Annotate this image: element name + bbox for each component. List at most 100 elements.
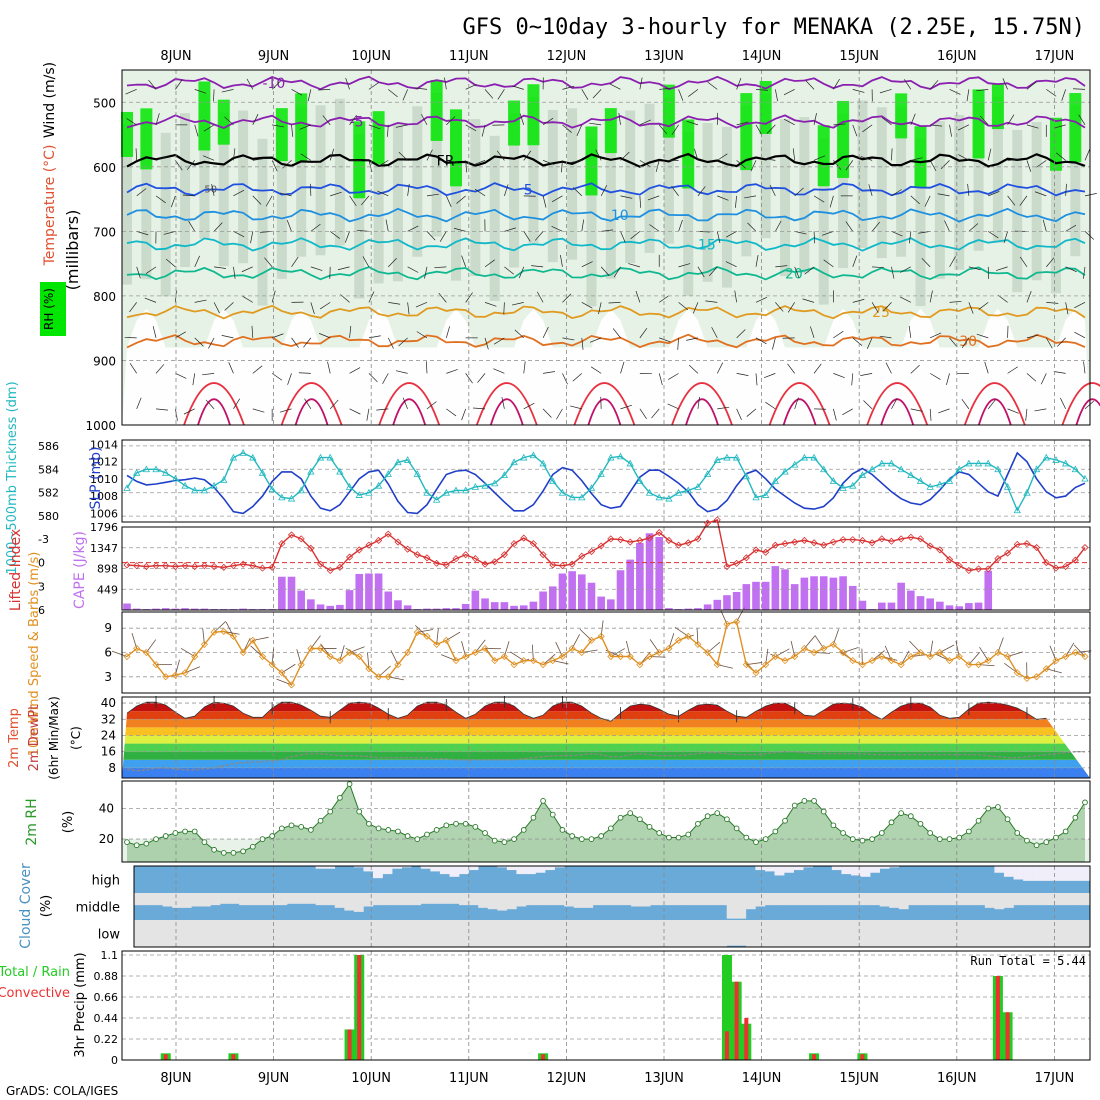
- cloud-axis-label: Cloud Cover: [18, 863, 34, 949]
- wind-barb: [385, 219, 389, 232]
- rh2m-point: [946, 836, 953, 842]
- rh2m-point: [666, 834, 672, 841]
- lifted-index-point: [462, 551, 470, 559]
- pressure-axis-label: (millibars): [63, 210, 82, 291]
- thickness-point: [800, 453, 809, 461]
- rh-band: [547, 109, 558, 263]
- wind-barb: [929, 408, 932, 421]
- thickness-point: [365, 488, 373, 496]
- thickness-point: [432, 495, 441, 503]
- cloud-gap: [1003, 893, 1014, 908]
- wind-barb: [929, 373, 941, 380]
- rh-band: [934, 121, 945, 279]
- rh2m-point: [462, 820, 469, 827]
- wind10m-barb: [250, 645, 263, 657]
- thickness-point: [974, 459, 983, 467]
- thickness-point: [1042, 453, 1050, 461]
- cloud-gap: [1080, 893, 1091, 906]
- wind-barb: [322, 115, 331, 126]
- wind10m-point: [974, 661, 983, 669]
- cloud-gap: [774, 893, 785, 906]
- cape-bar: [916, 596, 925, 610]
- lifted-index-point: [287, 531, 296, 539]
- date-label-bottom: 12JUN: [547, 1071, 587, 1086]
- wind10m-point: [665, 644, 673, 653]
- isotherm-label: 20: [785, 266, 803, 282]
- cloud-gap: [669, 893, 680, 906]
- precip-tick-label: 0.66: [94, 991, 119, 1004]
- lifted-index-point: [181, 562, 189, 570]
- lifted-index-point: [258, 564, 267, 572]
- cape-bar: [365, 573, 373, 610]
- wind-barb: [871, 302, 879, 313]
- wind-barb: [252, 158, 265, 161]
- wind10m-point: [1052, 657, 1060, 665]
- thickness-point: [732, 453, 741, 461]
- isotherm-hot-loop: [671, 382, 733, 426]
- wind-barb: [736, 78, 742, 90]
- wind-barb: [908, 325, 912, 338]
- cape-bar: [307, 599, 315, 610]
- thickness-point: [626, 459, 634, 467]
- cape-bar: [810, 576, 818, 610]
- wind-barb: [224, 116, 234, 126]
- wind10m-point: [326, 652, 334, 661]
- wind-barb: [395, 370, 408, 374]
- wind10m-barb: [775, 648, 790, 657]
- wind10m-barb: [900, 650, 910, 665]
- rh2m-unit-label: (%): [61, 811, 76, 834]
- thickness-point: [171, 474, 180, 482]
- wind-barb: [891, 148, 893, 161]
- thickness-point: [481, 481, 489, 489]
- wind-barb: [299, 124, 311, 130]
- wind-barb: [445, 326, 450, 338]
- wind-barb: [842, 408, 853, 416]
- wind10m-barb: [281, 663, 296, 674]
- wind10m-point: [771, 652, 779, 661]
- wind10m-point: [607, 652, 615, 661]
- cloud-gap: [162, 920, 173, 947]
- cloud-gap: [688, 920, 699, 947]
- wind-barb: [949, 300, 962, 303]
- wind-barb: [979, 115, 989, 126]
- wind10m-point: [316, 644, 325, 653]
- wind-barb: [783, 89, 795, 96]
- cloud-gap: [812, 920, 823, 947]
- cape-bar: [732, 591, 741, 610]
- wind-barb: [1026, 124, 1039, 129]
- wind-barb: [620, 195, 633, 199]
- temp-tick-label: 24: [101, 728, 116, 742]
- wind10m-barb: [939, 644, 955, 653]
- wind-barb: [194, 124, 199, 137]
- cloud-gap: [172, 920, 183, 947]
- wind10m-point: [210, 628, 218, 636]
- cloud-gap: [851, 893, 861, 906]
- rh2m-point: [288, 822, 295, 829]
- date-label-top: 16JUN: [937, 49, 977, 64]
- lifted-index-point: [433, 559, 441, 567]
- cloud-gap: [860, 893, 871, 906]
- cape-bar: [152, 608, 160, 610]
- precip-tick-label: 1.1: [101, 949, 119, 962]
- cloud-gap: [870, 920, 880, 947]
- rh2m-point: [337, 794, 343, 801]
- lifted-index-point: [839, 536, 847, 544]
- rh2m-point: [356, 808, 363, 815]
- thickness-point: [820, 465, 828, 473]
- cloud-gap: [736, 920, 747, 946]
- wind-barb: [910, 195, 920, 205]
- wind-barb: [446, 195, 452, 207]
- isotherm-hot-loop: [880, 398, 915, 426]
- wind-barb: [438, 292, 447, 303]
- thickness-point: [423, 488, 431, 496]
- wind-barb: [592, 89, 602, 99]
- rh-legend-swatch: [40, 282, 66, 336]
- wind10m-barb: [979, 646, 989, 661]
- wind10m-point: [452, 657, 460, 665]
- rh2m-point: [627, 810, 634, 816]
- wind-barb: [1045, 337, 1053, 349]
- rh2m-point: [346, 781, 353, 787]
- wind-barb: [126, 118, 137, 126]
- wind-barb: [135, 148, 138, 161]
- cloud-gap: [392, 866, 402, 869]
